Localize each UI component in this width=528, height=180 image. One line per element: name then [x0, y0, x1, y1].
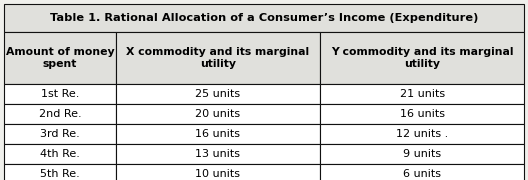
Text: 12 units .: 12 units . — [396, 129, 448, 139]
Bar — [4, 4, 524, 32]
Text: 25 units: 25 units — [195, 89, 241, 99]
Text: Table 1. Rational Allocation of a Consumer’s Income (Expenditure): Table 1. Rational Allocation of a Consum… — [50, 13, 478, 23]
Text: 16 units: 16 units — [400, 109, 445, 119]
Text: Y commodity and its marginal
utility: Y commodity and its marginal utility — [331, 47, 513, 69]
Bar — [320, 164, 524, 180]
Bar — [4, 84, 116, 104]
Bar — [116, 104, 320, 124]
Text: 16 units: 16 units — [195, 129, 240, 139]
Bar — [4, 144, 116, 164]
Text: 5th Re.: 5th Re. — [40, 169, 80, 179]
Bar — [320, 32, 524, 84]
Bar — [116, 84, 320, 104]
Bar — [4, 32, 116, 84]
Bar — [320, 84, 524, 104]
Text: 21 units: 21 units — [400, 89, 445, 99]
Text: 1st Re.: 1st Re. — [41, 89, 79, 99]
Bar — [320, 124, 524, 144]
Text: 2nd Re.: 2nd Re. — [39, 109, 81, 119]
Text: X commodity and its marginal
utility: X commodity and its marginal utility — [126, 47, 309, 69]
Text: Amount of money
spent: Amount of money spent — [6, 47, 114, 69]
Bar — [116, 164, 320, 180]
Text: 4th Re.: 4th Re. — [40, 149, 80, 159]
Bar — [4, 104, 116, 124]
Text: 10 units: 10 units — [195, 169, 240, 179]
Text: 13 units: 13 units — [195, 149, 240, 159]
Text: 3rd Re.: 3rd Re. — [40, 129, 80, 139]
Bar — [116, 124, 320, 144]
Bar — [320, 144, 524, 164]
Text: 9 units: 9 units — [403, 149, 441, 159]
Text: 20 units: 20 units — [195, 109, 241, 119]
Bar — [116, 144, 320, 164]
Text: 6 units: 6 units — [403, 169, 441, 179]
Bar — [4, 124, 116, 144]
Bar — [116, 32, 320, 84]
Bar — [320, 104, 524, 124]
Bar — [4, 164, 116, 180]
